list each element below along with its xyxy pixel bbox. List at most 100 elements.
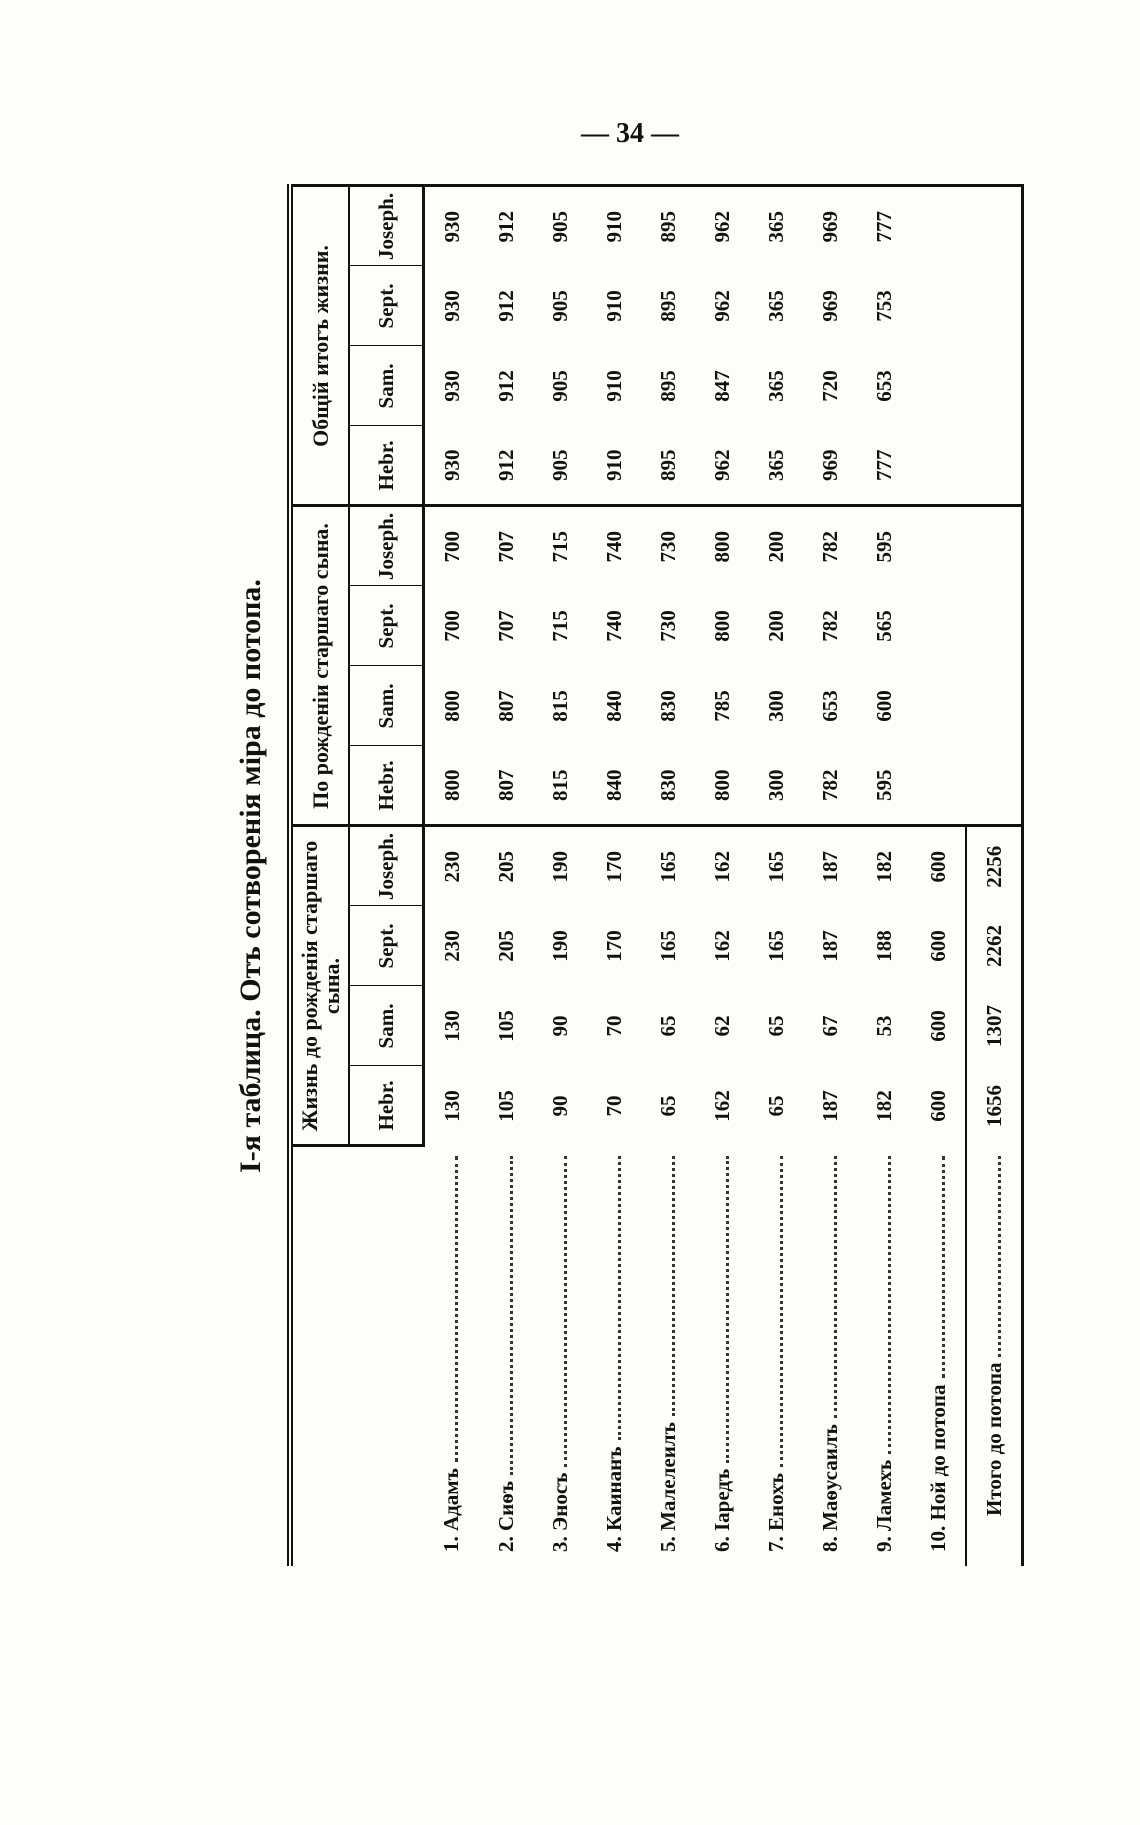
cell: 910	[587, 185, 641, 266]
cell: 800	[709, 769, 734, 801]
cell: 162	[695, 825, 749, 906]
cell: 90	[547, 1015, 572, 1037]
cell: 700	[423, 505, 479, 586]
column-header: Sam.	[349, 986, 424, 1066]
empty-cell	[966, 666, 1023, 746]
group-header: Жизнь до рожденія старшаго сына.	[290, 825, 349, 1146]
label-text: 8. Маѳусаилъ	[817, 1424, 842, 1552]
table-row: 10. Ной до потопа 600 600 600 600	[911, 185, 966, 1566]
cell: 65	[655, 1015, 680, 1037]
label-text: 2. Сиѳъ	[493, 1480, 518, 1552]
label-leader: 2. Сиѳъ	[494, 1146, 519, 1552]
dot-leader	[997, 1156, 1001, 1357]
cell: 365	[763, 290, 788, 322]
cell: 777	[857, 185, 911, 266]
cell: 840	[601, 769, 626, 801]
cell: 807	[493, 690, 518, 722]
cell: 785	[709, 690, 734, 722]
cell: 895	[641, 185, 695, 266]
column-header: Sept.	[349, 906, 424, 986]
column-header: Sept.	[349, 585, 424, 666]
cell: 600	[871, 690, 896, 722]
empty-cell	[911, 505, 966, 586]
table-row: 2. Сиѳъ 105 105 205 205 807 807 707 707 912 912 912…	[479, 185, 533, 1566]
rotated-table: Жизнь до рожденія старшаго сына. По рожде…	[287, 184, 1029, 1566]
cell: 895	[655, 370, 680, 402]
row-label: 8. Маѳусаилъ	[803, 1146, 857, 1566]
row-label: 3. Эносъ	[533, 1146, 587, 1566]
cell: 700	[439, 610, 464, 642]
cell: 910	[601, 370, 626, 402]
dot-leader	[833, 1156, 837, 1419]
empty-cell	[911, 586, 966, 666]
cell: 969	[817, 449, 842, 481]
cell: 90	[547, 1095, 572, 1117]
empty-cell	[966, 426, 1023, 506]
cell: 782	[817, 610, 842, 642]
cell: 600	[925, 930, 950, 962]
column-header: Hebr.	[349, 745, 424, 826]
cell: 800	[439, 769, 464, 801]
dot-leader	[509, 1156, 513, 1475]
cell: 962	[709, 290, 734, 322]
group-header: Общій итогъ жизни.	[290, 185, 349, 506]
label-leader: 5. Малелеилъ	[656, 1146, 681, 1552]
cell: 782	[817, 769, 842, 801]
column-header: Joseph.	[349, 825, 424, 906]
dot-leader	[617, 1156, 621, 1441]
cell: 720	[817, 370, 842, 402]
label-text: 9. Ламехъ	[871, 1459, 896, 1552]
cell: 930	[439, 370, 464, 402]
label-leader: 1. Адамъ	[439, 1146, 464, 1552]
cell: 1656	[966, 1066, 1023, 1146]
cell: 815	[547, 690, 572, 722]
label-text: 7. Енохъ	[763, 1472, 788, 1552]
label-leader: 8. Маѳусаилъ	[818, 1146, 843, 1552]
dot-leader	[563, 1156, 567, 1467]
cell: 200	[749, 505, 803, 586]
cell: 365	[763, 449, 788, 481]
cell: 653	[817, 690, 842, 722]
cell: 800	[695, 505, 749, 586]
table-row: 4. Каинанъ 70 70 170 170 840 840 740 740 910 910 91…	[587, 185, 641, 1566]
cell: 730	[655, 610, 680, 642]
label-text: 4. Каинанъ	[601, 1446, 626, 1553]
cell: 190	[533, 825, 587, 906]
empty-cell	[911, 426, 966, 506]
cell: 895	[655, 290, 680, 322]
cell: 807	[493, 769, 518, 801]
cell: 70	[601, 1095, 626, 1117]
cell: 595	[871, 769, 896, 801]
empty-cell	[966, 586, 1023, 666]
cell: 230	[439, 930, 464, 962]
cell: 912	[493, 290, 518, 322]
label-leader: 3. Эносъ	[548, 1146, 573, 1552]
label-leader: Итого до потопа	[982, 1146, 1007, 1516]
total-row: Итого до потопа 1656 1307 2262 2256	[966, 185, 1023, 1566]
cell: 53	[871, 1015, 896, 1037]
label-text: 5. Малелеилъ	[655, 1422, 680, 1552]
cell: 930	[439, 290, 464, 322]
cell: 840	[601, 690, 626, 722]
column-header: Joseph.	[349, 185, 424, 266]
label-text: Итого до потопа	[981, 1362, 1006, 1516]
cell: 188	[871, 930, 896, 962]
table-row: 8. Маѳусаилъ 187 67 187 187 782 653 782 782 969 72…	[803, 185, 857, 1566]
table-row: 5. Малелеилъ 65 65 165 165 830 830 730 730 895 895…	[641, 185, 695, 1566]
cell: 777	[871, 449, 896, 481]
cell: 740	[601, 610, 626, 642]
dot-leader	[941, 1156, 945, 1379]
cell: 962	[709, 449, 734, 481]
empty-cell	[966, 746, 1023, 826]
row-label: 10. Ной до потопа	[911, 1146, 966, 1566]
column-header: Hebr.	[349, 425, 424, 506]
dot-leader	[887, 1156, 891, 1454]
row-label: 9. Ламехъ	[857, 1146, 911, 1566]
table: Жизнь до рожденія старшаго сына. По рожде…	[287, 184, 1024, 1566]
cell: 707	[479, 505, 533, 586]
cell: 912	[479, 185, 533, 266]
row-label: 6. Іаредъ	[695, 1146, 749, 1566]
column-header: Joseph.	[349, 505, 424, 586]
cell: 912	[493, 449, 518, 481]
empty-cell	[911, 346, 966, 426]
